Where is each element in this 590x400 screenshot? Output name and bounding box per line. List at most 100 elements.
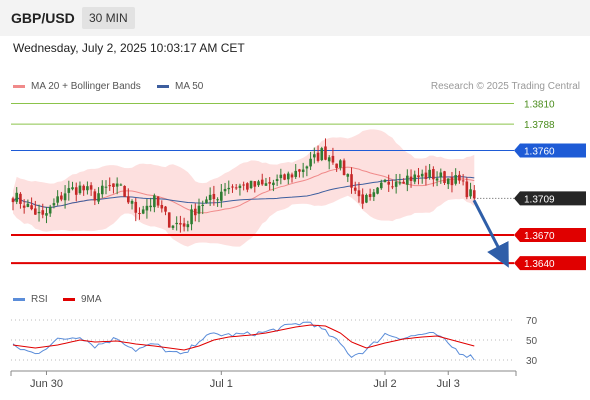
candle-body xyxy=(104,186,108,188)
candle-body xyxy=(123,185,126,197)
timeframe-button[interactable]: 30 MIN xyxy=(82,7,135,29)
candle-body xyxy=(52,203,56,206)
candle-body xyxy=(67,188,71,193)
candle-body xyxy=(249,180,253,189)
candle-body xyxy=(41,210,45,215)
legend-rsi-ma-label: 9MA xyxy=(81,294,102,305)
candle-body xyxy=(197,205,201,214)
candle-body xyxy=(368,194,372,198)
candle-body xyxy=(190,209,193,225)
legend-ma20-bb: MA 20 + Bollinger Bands xyxy=(13,81,141,92)
candle-body xyxy=(60,195,63,200)
candle-body xyxy=(171,225,175,228)
candle-body xyxy=(372,192,376,197)
legend-rsi: RSI xyxy=(13,294,48,305)
candle-body xyxy=(357,190,361,197)
candle-body xyxy=(167,212,171,228)
legend-ma50-label: MA 50 xyxy=(175,81,204,92)
candle-body xyxy=(130,200,134,204)
candle-body xyxy=(387,181,391,185)
candle-body xyxy=(156,196,160,206)
candle-body xyxy=(220,191,223,201)
candle-body xyxy=(138,213,141,215)
candle-body xyxy=(149,205,152,208)
legend-ma20-label: MA 20 + Bollinger Bands xyxy=(31,81,141,92)
candle-body xyxy=(446,178,450,185)
candle-body xyxy=(164,206,167,212)
rsi-tick-30: 30 xyxy=(526,356,538,367)
candle-body xyxy=(74,187,78,195)
candle-body xyxy=(19,193,22,204)
candle-body xyxy=(346,174,350,177)
candle-body xyxy=(450,177,454,186)
candle-body xyxy=(435,178,439,181)
candle-body xyxy=(11,198,15,203)
candle-body xyxy=(34,208,37,215)
level-1-3810-label: 1.3810 xyxy=(524,100,555,111)
candle-body xyxy=(179,223,182,225)
candle-body xyxy=(413,174,417,182)
candle-body xyxy=(301,169,305,173)
candle-body xyxy=(424,172,428,180)
x-tick-label: Jul 1 xyxy=(210,378,233,390)
candle-body xyxy=(82,185,85,191)
candle-body xyxy=(290,174,294,178)
timestamp: Wednesday, July 2, 2025 10:03:17 AM CET xyxy=(13,41,245,55)
candle-body xyxy=(402,181,405,184)
candle-body xyxy=(37,211,41,214)
legend-rsi-label: RSI xyxy=(31,294,48,305)
candle-body xyxy=(160,205,164,209)
candle-body xyxy=(141,209,145,214)
level-1-3670-label: 1.3670 xyxy=(524,231,555,242)
pair-title: GBP/USD xyxy=(11,10,75,26)
candle-body xyxy=(394,181,398,187)
candle-body xyxy=(182,223,186,227)
candle-body xyxy=(353,187,357,191)
candle-body xyxy=(234,187,238,189)
candle-body xyxy=(298,169,301,172)
candle-body xyxy=(238,185,242,188)
candle-body xyxy=(201,204,205,206)
rsi-ma-swatch xyxy=(63,298,75,301)
candle-body xyxy=(350,174,353,188)
candle-body xyxy=(331,155,335,163)
rsi-swatch xyxy=(13,298,25,301)
rsi-ma-line xyxy=(12,324,475,351)
candle-body xyxy=(305,166,309,169)
candle-body xyxy=(93,191,97,201)
level-1-3670-tag xyxy=(514,227,586,242)
level-1-3760-tag xyxy=(514,143,586,158)
level-1-3788-label: 1.3788 xyxy=(524,120,555,131)
candle-body xyxy=(320,148,324,161)
ma20-line xyxy=(12,166,475,214)
forecast-arrow xyxy=(472,199,509,268)
credit-text: Research © 2025 Trading Central xyxy=(430,81,580,92)
candle-body xyxy=(115,183,119,187)
candle-body xyxy=(227,187,231,190)
candle-body xyxy=(286,173,290,180)
candle-body xyxy=(275,179,279,181)
level-1-3640-label: 1.3640 xyxy=(524,259,555,270)
candle-body xyxy=(45,213,48,216)
header-bar: GBP/USD 30 MIN xyxy=(0,0,590,36)
candle-body xyxy=(361,194,364,204)
candle-body xyxy=(112,183,115,187)
candle-body xyxy=(454,175,457,184)
candle-body xyxy=(134,201,138,213)
candle-body xyxy=(193,208,197,216)
candle-body xyxy=(257,181,260,186)
candle-body xyxy=(383,179,387,183)
candle-body xyxy=(428,169,431,178)
candle-body xyxy=(327,157,331,162)
candle-body xyxy=(324,146,327,160)
candle-body xyxy=(97,193,100,202)
candle-body xyxy=(458,174,461,181)
candle-body xyxy=(22,205,26,208)
candle-body xyxy=(26,203,30,207)
candle-body xyxy=(406,175,409,185)
candle-body xyxy=(212,193,216,200)
level-1-3709-label: 1.3709 xyxy=(524,194,555,205)
legend-ma50: MA 50 xyxy=(157,81,203,92)
candle-body xyxy=(153,195,156,208)
candle-body xyxy=(15,192,19,202)
